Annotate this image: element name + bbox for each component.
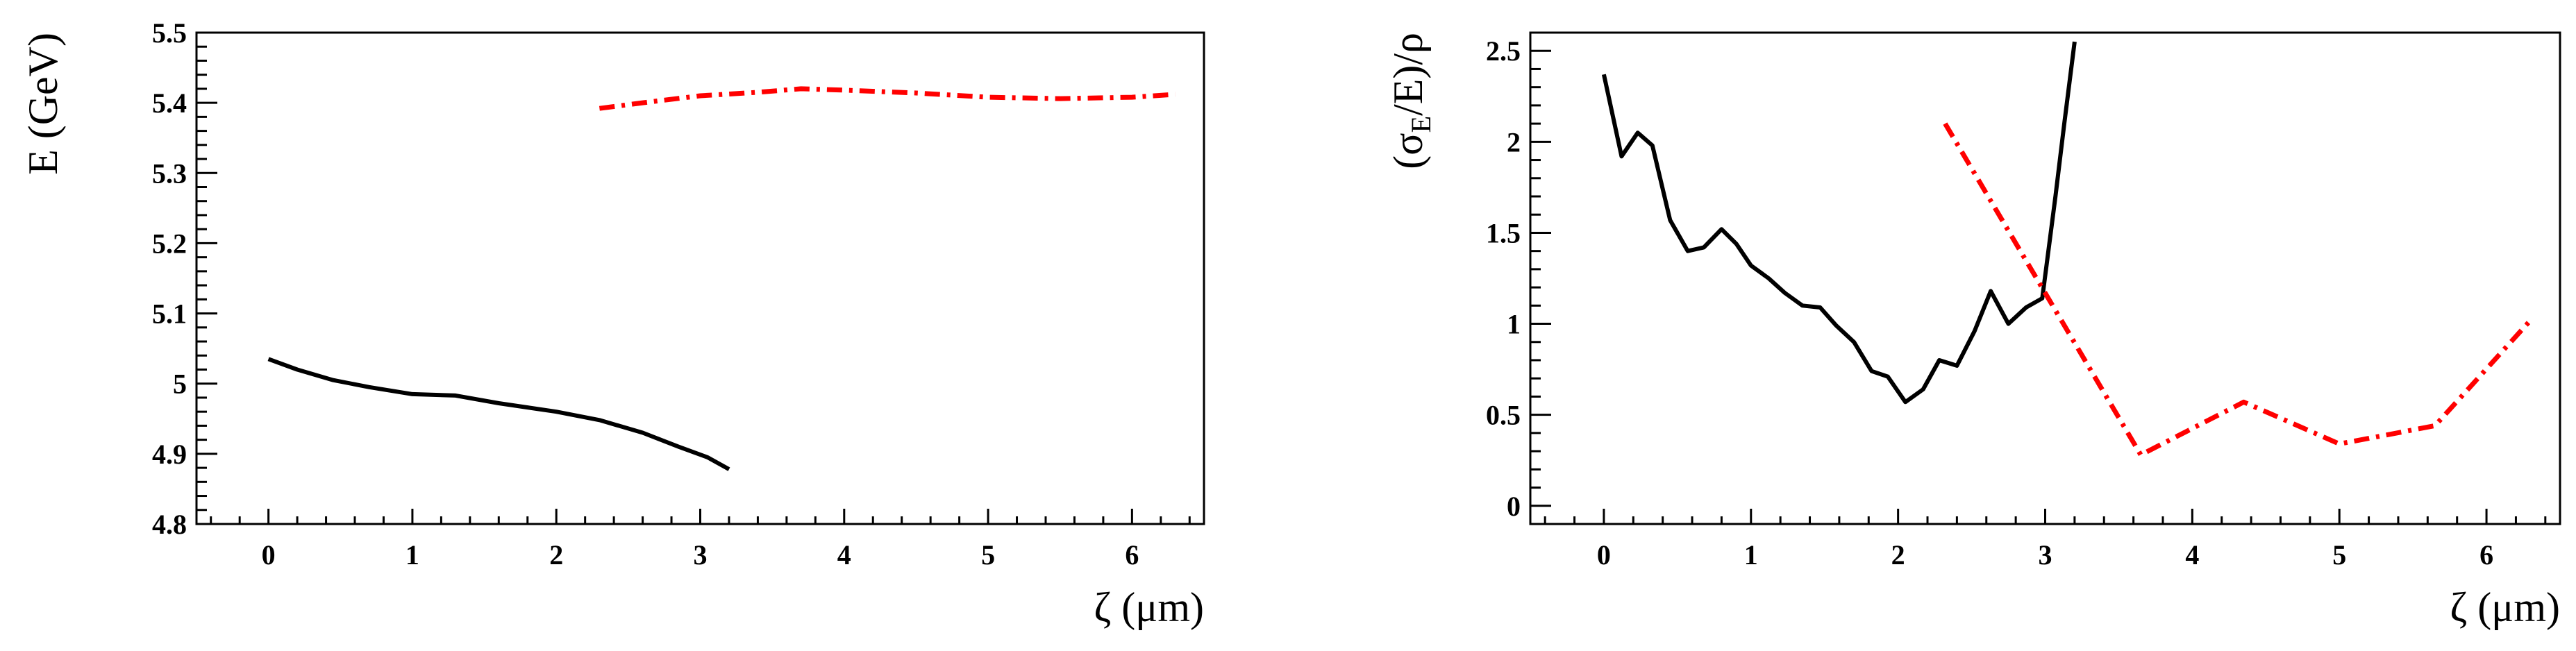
energy-spread-y-tick-label: 0: [1507, 491, 1521, 522]
energy-spread-y-title-close: /E)/ρ: [1385, 33, 1431, 116]
energy-spread-y-tick-label: 1.5: [1486, 217, 1521, 248]
energy-y-tick-label: 5: [173, 369, 187, 400]
energy-spread-x-tick-label: 0: [1597, 539, 1611, 570]
energy-spread-y-title-sub: E: [1405, 116, 1437, 133]
energy-spread-x-tick-label: 1: [1744, 539, 1758, 570]
energy-spread-y-tick-label: 2.5: [1486, 35, 1521, 67]
energy-x-tick-labels: 0 1 2 3 4 5 6: [262, 539, 1139, 570]
energy-spread-y-tick-label: 1: [1507, 309, 1521, 340]
energy-x-tick-label: 1: [405, 539, 419, 570]
energy-y-tick-label: 4.8: [152, 509, 187, 540]
energy-spread-y-axis-title: (σE/E)/ρ: [1385, 33, 1437, 169]
energy-x-tick-label: 0: [262, 539, 276, 570]
energy-spread-axis-ticks: [1530, 31, 2547, 525]
energy-spread-x-axis-title: ζ (μm): [2450, 584, 2560, 630]
energy-y-tick-label: 5.1: [152, 298, 187, 330]
energy-y-tick-label: 5.2: [152, 228, 187, 259]
energy-spread-y-tick-label: 2: [1507, 126, 1521, 158]
energy-y-tick-label: 5.5: [152, 17, 187, 49]
energy-spread-x-tick-label: 6: [2479, 539, 2493, 570]
energy-y-tick-label: 4.9: [152, 439, 187, 470]
energy-chart: 0 1 2 3 4 5 6 4.8 4.9 5 5.1 5.2 5.3 5.4 5.5 ζ (μm) E …: [20, 17, 1205, 630]
energy-spread-x-tick-label: 5: [2332, 539, 2346, 570]
energy-x-tick-label: 3: [694, 539, 708, 570]
energy-spread-series-solid-black: [1601, 41, 2077, 405]
energy-y-axis-title: E (GeV): [20, 33, 66, 175]
energy-spread-series: [1601, 41, 2533, 457]
energy-y-tick-label: 5.4: [152, 87, 187, 119]
energy-spread-series-dashdot-red: [1943, 122, 2533, 457]
energy-spread-x-tick-label: 2: [1891, 539, 1905, 570]
energy-x-tick-label: 2: [549, 539, 563, 570]
energy-spread-y-title-open: (σ: [1385, 133, 1431, 169]
energy-plot-frame: [195, 31, 1205, 525]
energy-spread-y-tick-labels: 0 0.5 1 1.5 2 2.5: [1486, 35, 1521, 522]
energy-x-tick-label: 6: [1125, 539, 1139, 570]
energy-y-tick-labels: 4.8 4.9 5 5.1 5.2 5.3 5.4 5.5: [152, 17, 187, 540]
energy-spread-x-tick-label: 4: [2185, 539, 2199, 570]
energy-series: [267, 86, 1176, 471]
energy-y-tick-label: 5.3: [152, 158, 187, 189]
energy-series-solid-black: [267, 357, 730, 471]
energy-x-tick-label: 4: [837, 539, 851, 570]
energy-x-tick-label: 5: [981, 539, 995, 570]
energy-x-axis-title: ζ (μm): [1094, 584, 1204, 630]
energy-spread-x-tick-label: 3: [2039, 539, 2052, 570]
energy-spread-x-tick-labels: 0 1 2 3 4 5 6: [1597, 539, 2493, 570]
energy-axis-ticks: [196, 31, 1191, 525]
energy-spread-y-tick-label: 0.5: [1486, 400, 1521, 431]
energy-series-dashdot-red: [599, 86, 1176, 111]
energy-spread-chart: 0 1 2 3 4 5 6 0 0.5 1 1.5 2 2.5 ζ (μm) (σE/E)/ρ: [1385, 31, 2561, 630]
